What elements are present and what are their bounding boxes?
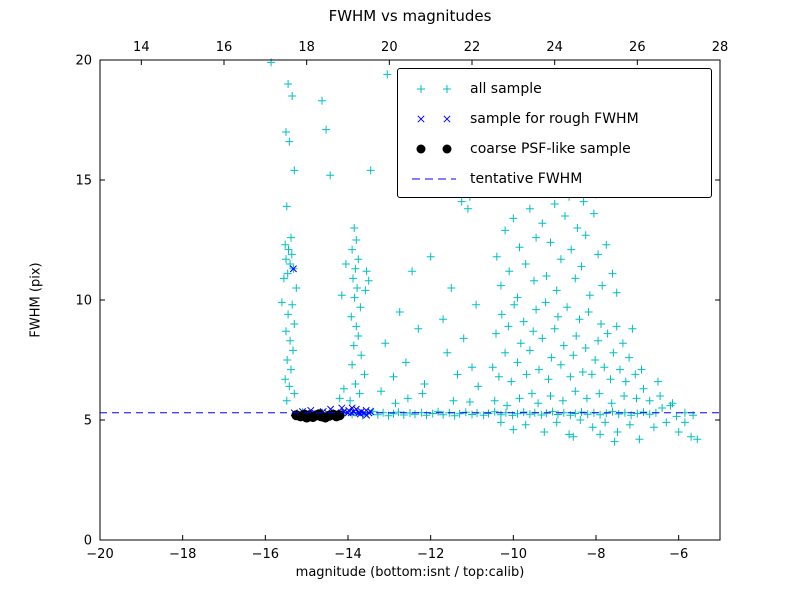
svg-text:−12: −12 <box>417 547 444 562</box>
circle-marker-icon <box>416 144 452 154</box>
svg-text:5: 5 <box>84 414 92 429</box>
tick-labels: −20 −18 −16 −14 −12 −10 −8 −6 14 16 18 20 22 24 26 28 0 5… <box>75 40 728 562</box>
legend-label: sample for rough FWHM <box>470 111 639 127</box>
x-axis-label: magnitude (bottom:isnt / top:calib) <box>295 565 525 580</box>
tick-marks <box>99 59 721 541</box>
series-coarse-psf-like-sample <box>291 409 345 423</box>
svg-text:20: 20 <box>381 40 398 55</box>
svg-text:22: 22 <box>464 40 481 55</box>
svg-text:14: 14 <box>133 40 150 55</box>
legend-label: tentative FWHM <box>470 171 583 187</box>
svg-text:28: 28 <box>712 40 729 55</box>
legend-entry-sample-for-rough-fwhm: sample for rough FWHM <box>406 104 711 134</box>
svg-text:18: 18 <box>298 40 315 55</box>
dashed-line-marker-icon <box>412 178 456 180</box>
legend-label: coarse PSF-like sample <box>470 141 631 157</box>
svg-text:−10: −10 <box>500 547 527 562</box>
svg-text:−14: −14 <box>334 547 361 562</box>
series-sample-for-rough-fwhm <box>289 265 375 419</box>
plus-marker-icon <box>417 85 451 93</box>
svg-text:−6: −6 <box>669 547 688 562</box>
legend-entry-tentative-fwhm: tentative FWHM <box>406 164 711 194</box>
svg-text:−8: −8 <box>586 547 605 562</box>
svg-text:−16: −16 <box>252 547 279 562</box>
chart-title: FWHM vs magnitudes <box>328 7 492 25</box>
svg-text:20: 20 <box>75 54 92 69</box>
svg-text:26: 26 <box>629 40 646 55</box>
svg-text:−18: −18 <box>169 547 196 562</box>
svg-text:−20: −20 <box>86 547 113 562</box>
legend-label: all sample <box>470 81 542 97</box>
legend-entry-coarse-psf-like-sample: coarse PSF-like sample <box>406 134 711 164</box>
svg-text:0: 0 <box>84 534 92 549</box>
svg-text:16: 16 <box>216 40 233 55</box>
x-marker-icon <box>417 115 451 123</box>
y-axis-label: FWHM (pix) <box>28 262 44 338</box>
svg-text:15: 15 <box>75 174 92 189</box>
legend-entry-all-sample: all sample <box>406 74 711 104</box>
legend: all sample sample for rough FWHM coarse PS… <box>397 68 712 198</box>
svg-text:24: 24 <box>546 40 563 55</box>
svg-text:10: 10 <box>75 294 92 309</box>
